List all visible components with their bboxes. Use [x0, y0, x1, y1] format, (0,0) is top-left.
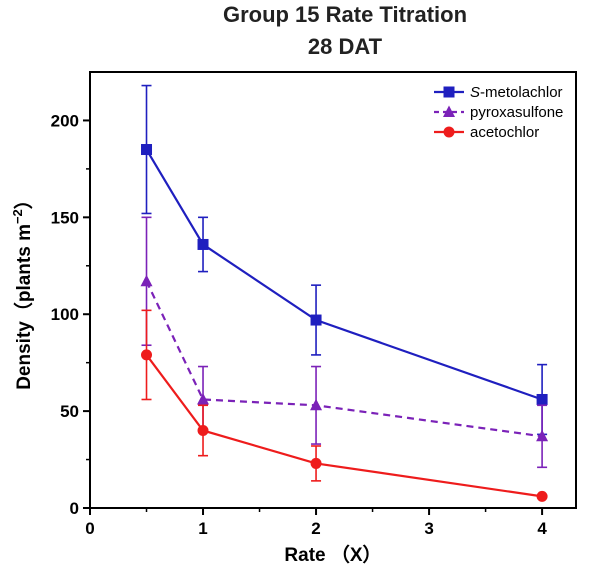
series-line: [145, 280, 543, 438]
y-tick-label: 200: [51, 111, 79, 130]
y-tick-label: 50: [60, 402, 79, 421]
series-layer: [140, 84, 549, 502]
y-tick-label: 150: [51, 208, 79, 227]
series-line: [145, 354, 543, 498]
data-point: [310, 398, 323, 411]
legend-label-text: acetochlor: [470, 124, 539, 141]
data-point: [197, 424, 209, 436]
x-tick-label: 3: [424, 519, 433, 538]
legend: S-metolachlor pyroxasulfone acetochlor: [434, 84, 563, 141]
y-axis-label-close: ）: [12, 190, 35, 209]
legend-entry: pyroxasulfone: [434, 104, 563, 121]
legend-entry: S-metolachlor: [434, 84, 563, 101]
data-point: [140, 274, 153, 287]
y-tick-label: 100: [51, 305, 79, 324]
data-point: [310, 457, 322, 469]
data-point: [141, 144, 153, 156]
series-s-metolachlor: [141, 84, 548, 436]
series-acetochlor: [141, 309, 548, 502]
data-point: [141, 349, 153, 361]
legend-entry: acetochlor: [434, 124, 539, 141]
y-tick-label: 0: [70, 499, 79, 518]
x-tick-label: 2: [311, 519, 320, 538]
legend-label: S-metolachlor: [470, 84, 563, 101]
x-tick-label: 4: [537, 519, 547, 538]
y-axis-label: Density（plants m−2）: [10, 190, 35, 390]
x-tick-label: 0: [85, 519, 94, 538]
x-axis-label: Rate （X）: [284, 543, 381, 566]
y-axis-label-sup: −2: [10, 209, 25, 224]
chart-subtitle: 28 DAT: [308, 34, 383, 59]
legend-label: pyroxasulfone: [470, 104, 563, 121]
x-tick-label: 1: [198, 519, 207, 538]
chart-title: Group 15 Rate Titration: [223, 2, 467, 27]
y-axis-label-main: Density（plants m: [12, 224, 35, 390]
legend-label-text: pyroxasulfone: [470, 104, 563, 121]
data-point: [310, 314, 322, 326]
legend-label: acetochlor: [470, 124, 539, 141]
plot-frame: [89, 71, 577, 509]
legend-label-italic: S: [470, 84, 480, 101]
legend-marker: [443, 126, 455, 138]
data-point: [197, 392, 210, 405]
legend-marker: [443, 86, 455, 98]
data-point: [197, 238, 209, 250]
data-point: [536, 490, 548, 502]
data-point: [536, 393, 548, 405]
series-line: [145, 148, 543, 401]
data-point: [536, 429, 549, 442]
legend-label-text: -metolachlor: [480, 84, 563, 101]
axis-ticks: 0 1 2 3 4 0 50 100 150 200: [51, 111, 548, 538]
legend-marker: [443, 105, 455, 117]
